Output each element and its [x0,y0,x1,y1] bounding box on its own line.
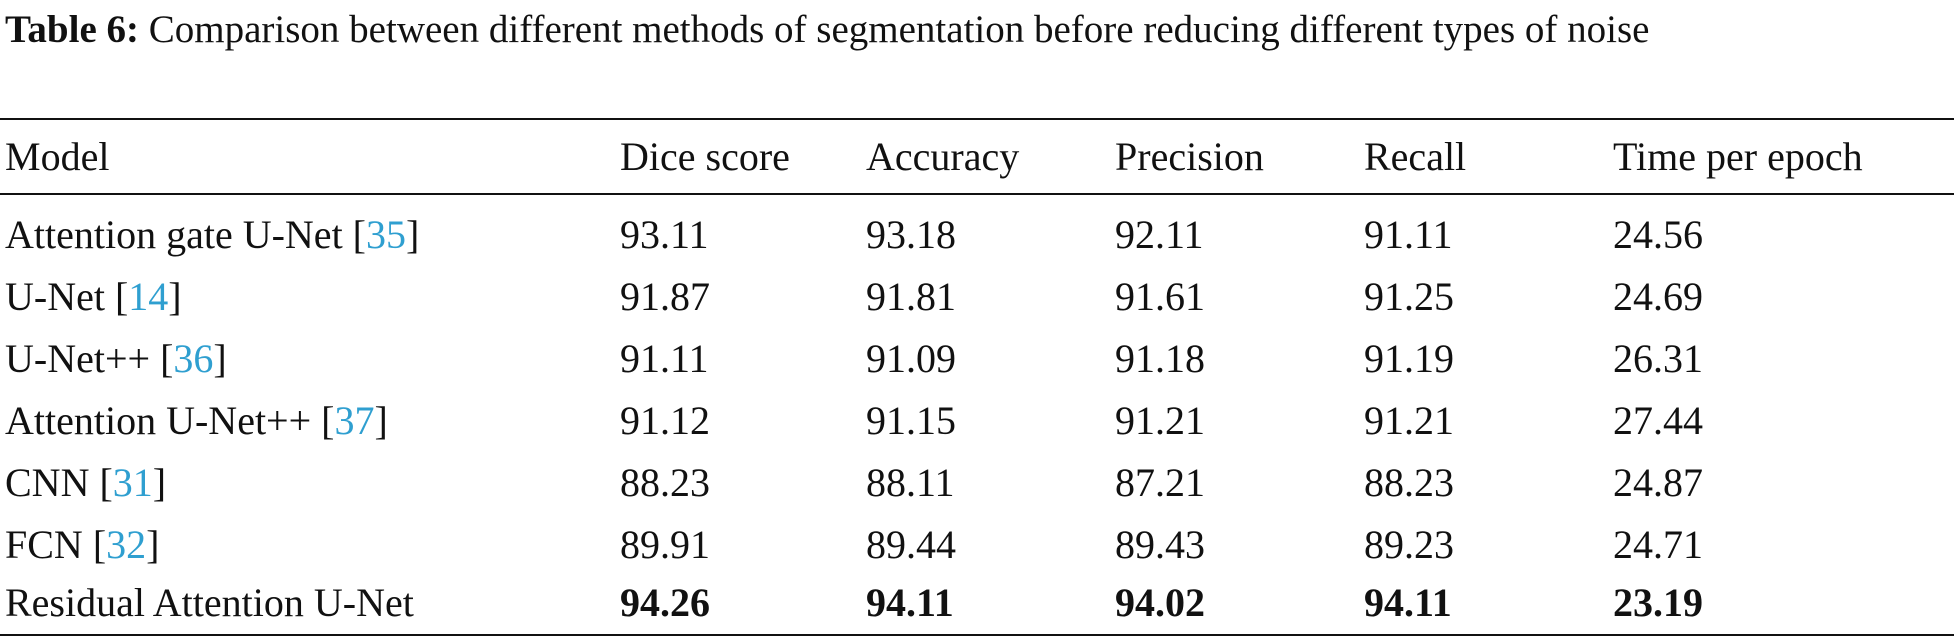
time-per-epoch-cell: 23.19 [1613,580,1703,625]
model-name: U-Net [ [5,274,129,319]
precision-cell: 87.21 [1115,460,1205,505]
accuracy-cell: 91.09 [866,336,956,381]
header-precision: Precision [1115,134,1264,179]
model-name-cell: Attention gate U-Net [35] [5,204,419,266]
model-name: Attention gate U-Net [ [5,212,366,257]
dice-score-cell: 94.26 [620,580,710,625]
citation-link[interactable]: 31 [112,460,153,505]
table-row: Residual Attention U-Net 94.26 94.11 94.… [0,572,1954,634]
table-row: CNN [31] 88.23 88.11 87.21 88.23 24.87 [0,452,1954,514]
header-dice-score: Dice score [620,134,790,179]
dice-score-cell: 91.87 [620,274,710,319]
precision-cell: 94.02 [1115,580,1205,625]
model-name-cell: Attention U-Net++ [37] [5,390,388,452]
dice-score-cell: 91.12 [620,398,710,443]
precision-cell: 89.43 [1115,522,1205,567]
citation-link[interactable]: 35 [366,212,406,257]
accuracy-cell: 88.11 [866,460,955,505]
model-name-cell: U-Net [14] [5,266,182,328]
time-per-epoch-cell: 24.69 [1613,274,1703,319]
model-name-cell: U-Net++ [36] [5,328,227,390]
table-row: U-Net++ [36] 91.11 91.09 91.18 91.19 26.… [0,328,1954,390]
dice-score-cell: 91.11 [620,336,709,381]
accuracy-cell: 94.11 [866,580,954,625]
table-bottom-rule [0,634,1954,636]
header-accuracy: Accuracy [866,134,1020,179]
citation-close: ] [146,522,160,567]
precision-cell: 92.11 [1115,212,1204,257]
recall-cell: 91.19 [1364,336,1454,381]
model-name: Residual Attention U-Net [5,580,414,625]
table-row: FCN [32] 89.91 89.44 89.43 89.23 24.71 [0,514,1954,576]
recall-cell: 89.23 [1364,522,1454,567]
table-row: Attention gate U-Net [35] 93.11 93.18 92… [0,204,1954,266]
accuracy-cell: 89.44 [866,522,956,567]
table-header-row: Model Dice score Accuracy Precision Reca… [0,126,1954,188]
precision-cell: 91.18 [1115,336,1205,381]
citation-close: ] [152,460,167,505]
model-name-cell: CNN [31] [5,452,166,514]
model-name: U-Net++ [ [5,336,174,381]
accuracy-cell: 93.18 [866,212,956,257]
recall-cell: 91.21 [1364,398,1454,443]
model-name: FCN [ [5,522,107,567]
model-name-cell: FCN [32] [5,514,159,576]
header-time-per-epoch: Time per epoch [1613,134,1863,179]
citation-close: ] [406,212,420,257]
citation-close: ] [374,398,388,443]
table-row: U-Net [14] 91.87 91.81 91.61 91.25 24.69 [0,266,1954,328]
model-name: CNN [ [5,460,113,505]
citation-link[interactable]: 14 [128,274,169,319]
citation-close: ] [213,336,227,381]
recall-cell: 91.11 [1364,212,1453,257]
time-per-epoch-cell: 24.71 [1613,522,1703,567]
time-per-epoch-cell: 24.56 [1613,212,1703,257]
time-per-epoch-cell: 24.87 [1613,460,1703,505]
precision-cell: 91.21 [1115,398,1205,443]
citation-link[interactable]: 32 [106,522,147,567]
accuracy-cell: 91.81 [866,274,956,319]
table-caption-text: Comparison between different methods of … [148,8,1650,51]
citation-link[interactable]: 37 [334,398,375,443]
table-caption-label: Table 6: [5,8,140,51]
dice-score-cell: 89.91 [620,522,710,567]
recall-cell: 94.11 [1364,580,1452,625]
header-model: Model [5,134,110,179]
dice-score-cell: 93.11 [620,212,709,257]
accuracy-cell: 91.15 [866,398,956,443]
citation-close: ] [168,274,182,319]
header-recall: Recall [1364,134,1467,179]
table-caption: Table 6: Comparison between different me… [5,0,1950,60]
time-per-epoch-cell: 26.31 [1613,336,1703,381]
recall-cell: 88.23 [1364,460,1454,505]
table-header-rule [0,193,1954,195]
table-row: Attention U-Net++ [37] 91.12 91.15 91.21… [0,390,1954,452]
citation-link[interactable]: 36 [173,336,214,381]
precision-cell: 91.61 [1115,274,1205,319]
model-name-cell: Residual Attention U-Net [5,572,414,634]
time-per-epoch-cell: 27.44 [1613,398,1703,443]
recall-cell: 91.25 [1364,274,1454,319]
table-top-rule [0,118,1954,120]
model-name: Attention U-Net++ [ [5,398,335,443]
dice-score-cell: 88.23 [620,460,710,505]
